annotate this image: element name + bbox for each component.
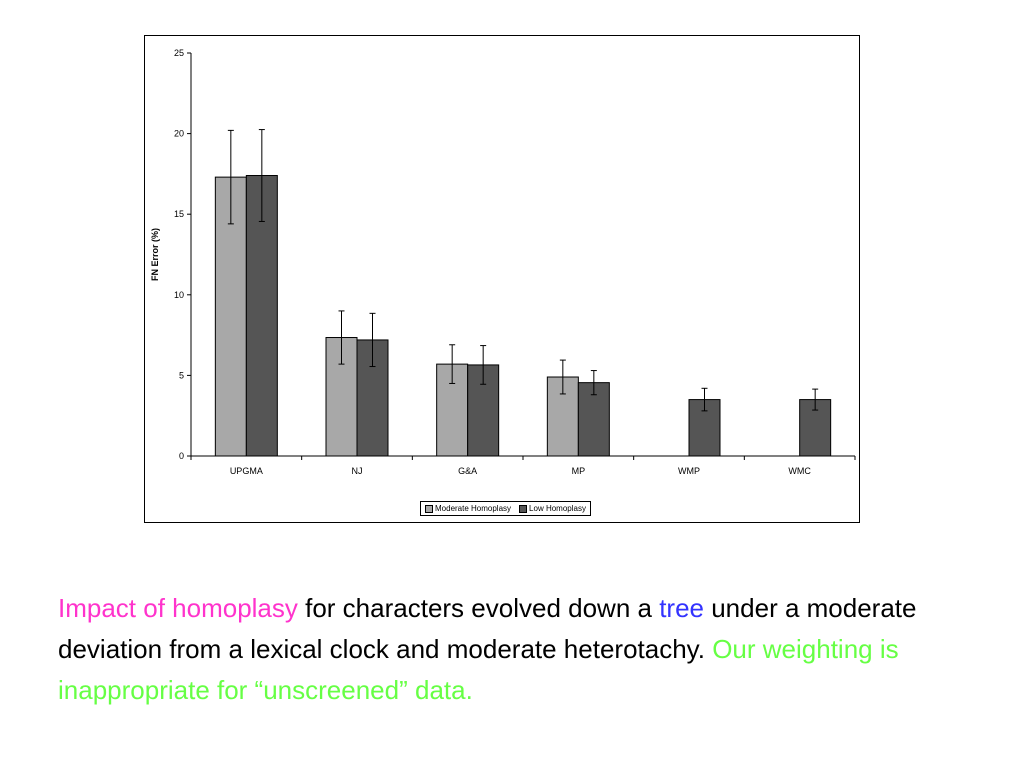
caption: Impact of homoplasy for characters evolv… xyxy=(58,588,958,711)
caption-text: for characters evolved down a xyxy=(297,593,660,623)
legend-item-moderate: Moderate Homoplasy xyxy=(425,504,511,513)
legend-label-moderate: Moderate Homoplasy xyxy=(435,504,512,513)
y-tick-label: 10 xyxy=(174,290,184,300)
y-axis-label: FN Error (%) xyxy=(150,228,160,281)
x-tick-label: UPGMA xyxy=(230,466,263,476)
legend-item-low: Low Homoplasy xyxy=(519,504,586,513)
x-tick-label: WMP xyxy=(678,466,700,476)
legend-label-low: Low Homoplasy xyxy=(529,504,586,513)
y-tick-label: 25 xyxy=(174,48,184,58)
legend-swatch-moderate xyxy=(425,504,433,513)
caption-highlight-green: Our weighting is inappropriate for “unsc… xyxy=(58,634,899,705)
x-tick-label: G&A xyxy=(458,466,477,476)
caption-highlight-pink: Impact of homoplasy xyxy=(58,593,298,623)
legend: Moderate Homoplasy Low Homoplasy xyxy=(420,501,591,516)
y-tick-label: 20 xyxy=(174,129,184,139)
caption-text-2: under a moderate deviation from a lexica… xyxy=(58,593,917,664)
legend-swatch-low xyxy=(519,504,528,513)
y-tick-label: 0 xyxy=(179,451,184,461)
caption-highlight-blue: tree xyxy=(659,593,704,623)
bar-chart: 0 5 10 15 20 25 FN Error (%) UPGMA NJ G&A MP WMP WMC xyxy=(150,48,856,476)
y-tick-label: 5 xyxy=(179,370,184,380)
x-tick-label: MP xyxy=(572,466,586,476)
x-tick-label: NJ xyxy=(352,466,363,476)
x-tick-label: WMC xyxy=(788,466,811,476)
chart-frame: 0 5 10 15 20 25 FN Error (%) UPGMA NJ G&A MP WMP WMC… xyxy=(144,35,860,523)
y-tick-label: 15 xyxy=(174,209,184,219)
